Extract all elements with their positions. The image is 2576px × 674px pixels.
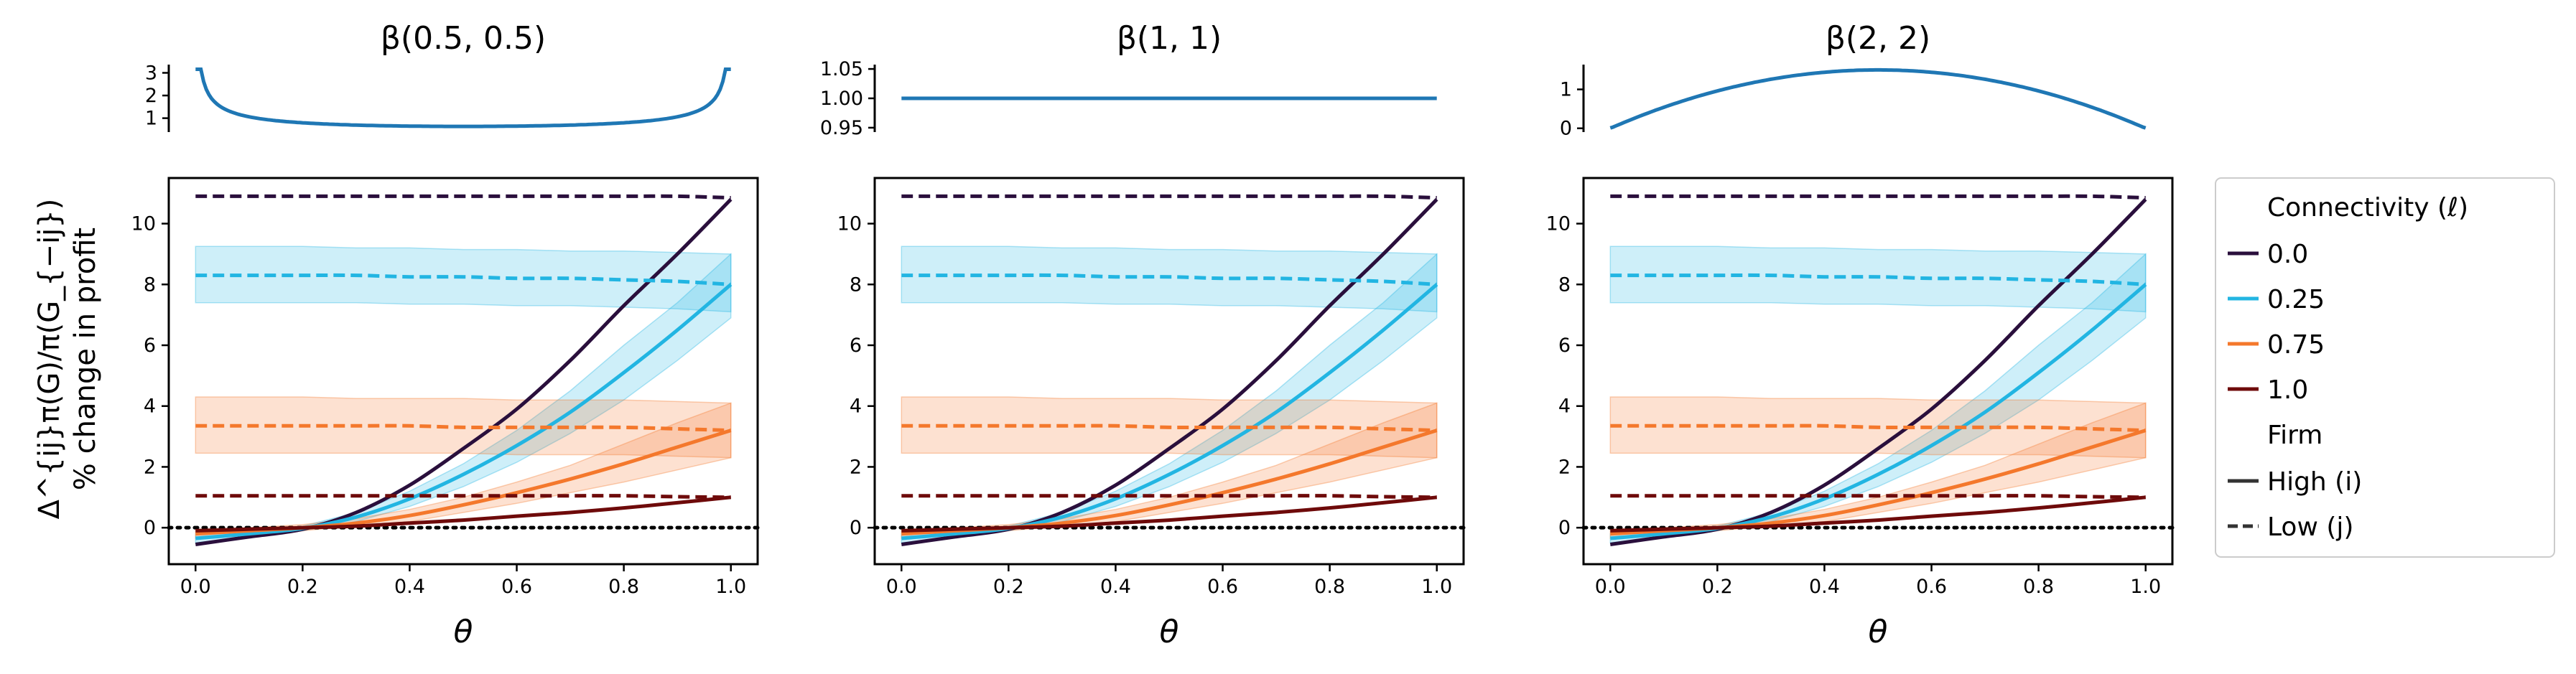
series-line-3-6 xyxy=(1610,495,2146,533)
axes-frame-1 xyxy=(167,177,759,566)
ytick-label-2-0: 0 xyxy=(850,517,862,539)
xtick-label-1-3: 0.6 xyxy=(501,576,532,598)
band-1-3 xyxy=(195,245,732,313)
ytick-label-1-0: 0 xyxy=(144,517,156,539)
series-line-1-7 xyxy=(195,494,731,500)
series-line-3-1 xyxy=(1610,194,2146,200)
density-panel-2: β(1, 1) 0.95 1.00 1.05 xyxy=(820,20,1437,139)
ytick-label-3-4: 8 xyxy=(1558,273,1571,296)
xtick-label-1-4: 0.8 xyxy=(608,576,639,598)
band-3-3 xyxy=(1609,245,2147,313)
ytick-label-2-5: 10 xyxy=(837,213,862,235)
main-panel-3: 0.0 0.2 0.4 0.6 0.8 1.0 0 2 4 6 8 10 θ xyxy=(1546,177,2175,650)
xtick-label-1-5: 1.0 xyxy=(715,576,746,598)
x-axis-label-3: θ xyxy=(1869,614,1888,650)
series-line-1-3 xyxy=(195,273,731,286)
ytick-label-1-2: 4 xyxy=(144,395,156,418)
xtick-label-1-0: 0.0 xyxy=(180,576,211,598)
main-panel-1: 0.0 0.2 0.4 0.6 0.8 1.0 0 2 4 6 8 10 θ xyxy=(131,177,760,650)
xtick-label-2-5: 1.0 xyxy=(1421,576,1452,598)
density-ytick-label-1-2: 3 xyxy=(145,62,157,84)
xtick-label-3-3: 0.6 xyxy=(1916,576,1947,598)
ytick-label-1-5: 10 xyxy=(131,213,156,235)
y-axis-label: Δ^{ij}π(G)/π(G_{−ij}) % change in profit xyxy=(33,199,102,520)
legend-label-low: Low (j) xyxy=(2267,512,2353,542)
xtick-label-3-2: 0.4 xyxy=(1809,576,1840,598)
density-ytick-label-3-1: 1 xyxy=(1560,79,1572,101)
legend-label-3: 1.0 xyxy=(2267,375,2308,405)
series-line-1-1 xyxy=(195,194,731,200)
ytick-label-2-4: 8 xyxy=(850,273,862,296)
xtick-label-1-2: 0.4 xyxy=(394,576,425,598)
legend: Connectivity (ℓ) 0.0 0.25 0.75 1.0 Firm … xyxy=(2215,177,2555,558)
density-ytick-label-2-0: 0.95 xyxy=(820,117,863,139)
ytick-label-3-5: 10 xyxy=(1546,213,1571,235)
density-panel-1: β(0.5, 0.5) 123 xyxy=(145,20,731,132)
density-title-3: β(2, 2) xyxy=(1826,20,1930,57)
series-line-3-7 xyxy=(1610,494,2146,500)
xtick-label-2-1: 0.2 xyxy=(993,576,1024,598)
series-line-1-5 xyxy=(195,423,731,433)
ytick-label-2-1: 2 xyxy=(850,456,862,478)
xtick-label-2-4: 0.8 xyxy=(1314,576,1345,598)
density-curve-3 xyxy=(1609,67,2147,130)
ytick-label-3-3: 6 xyxy=(1558,334,1571,357)
density-ytick-label-3-0: 0 xyxy=(1560,118,1572,140)
xtick-label-2-3: 0.6 xyxy=(1207,576,1238,598)
series-line-2-3 xyxy=(901,273,1437,286)
ytick-label-1-4: 8 xyxy=(144,273,156,296)
legend-label-0: 0.0 xyxy=(2267,240,2308,269)
xtick-label-2-2: 0.4 xyxy=(1100,576,1131,598)
series-line-2-6 xyxy=(901,495,1437,533)
y-axis-label-math: Δ^{ij}π(G)/π(G_{−ij}) xyxy=(33,199,66,520)
ytick-label-3-0: 0 xyxy=(1558,517,1571,539)
density-panel-3: β(2, 2) 0 1 xyxy=(1560,20,2147,140)
density-ytick-label-1-0: 1 xyxy=(145,108,157,130)
density-ytick-label-2-1: 1.00 xyxy=(820,88,863,110)
series-line-3-5 xyxy=(1610,423,2146,433)
ytick-label-2-3: 6 xyxy=(850,334,862,357)
series-line-2-1 xyxy=(901,194,1437,200)
ytick-label-1-1: 2 xyxy=(144,456,156,478)
axes-frame-3 xyxy=(1582,177,2174,566)
main-panel-2: 0.0 0.2 0.4 0.6 0.8 1.0 0 2 4 6 8 10 θ xyxy=(837,177,1466,650)
y-axis-label-text: % change in profit xyxy=(69,228,102,490)
legend-label-high: High (i) xyxy=(2267,467,2362,497)
ytick-label-3-2: 4 xyxy=(1558,395,1571,418)
density-title-1: β(0.5, 0.5) xyxy=(381,20,546,57)
xtick-label-3-1: 0.2 xyxy=(1702,576,1733,598)
legend-label-1: 0.25 xyxy=(2267,285,2325,314)
series-line-1-6 xyxy=(195,495,731,533)
xtick-label-1-1: 0.2 xyxy=(287,576,318,598)
xtick-label-3-0: 0.0 xyxy=(1595,576,1626,598)
ytick-label-3-1: 2 xyxy=(1558,456,1571,478)
legend-title-firm: Firm xyxy=(2267,421,2322,450)
density-ytick-label-2-2: 1.05 xyxy=(820,58,863,80)
axes-frame-2 xyxy=(873,177,1465,566)
series-line-2-7 xyxy=(901,494,1437,500)
legend-title-connectivity: Connectivity (ℓ) xyxy=(2267,193,2468,223)
series-line-3-3 xyxy=(1610,273,2146,286)
xtick-label-3-4: 0.8 xyxy=(2023,576,2054,598)
x-axis-label-1: θ xyxy=(454,614,473,650)
legend-frame xyxy=(2215,177,2555,558)
density-curve-1 xyxy=(195,67,731,128)
band-2-3 xyxy=(901,245,1438,313)
series-line-2-5 xyxy=(901,423,1437,433)
ytick-label-2-2: 4 xyxy=(850,395,862,418)
ytick-label-1-3: 6 xyxy=(144,334,156,357)
x-axis-label-2: θ xyxy=(1160,614,1179,650)
xtick-label-2-0: 0.0 xyxy=(886,576,917,598)
xtick-label-3-5: 1.0 xyxy=(2130,576,2161,598)
density-ytick-label-1-1: 2 xyxy=(145,85,157,107)
density-title-2: β(1, 1) xyxy=(1117,20,1222,57)
legend-label-2: 0.75 xyxy=(2267,330,2325,360)
